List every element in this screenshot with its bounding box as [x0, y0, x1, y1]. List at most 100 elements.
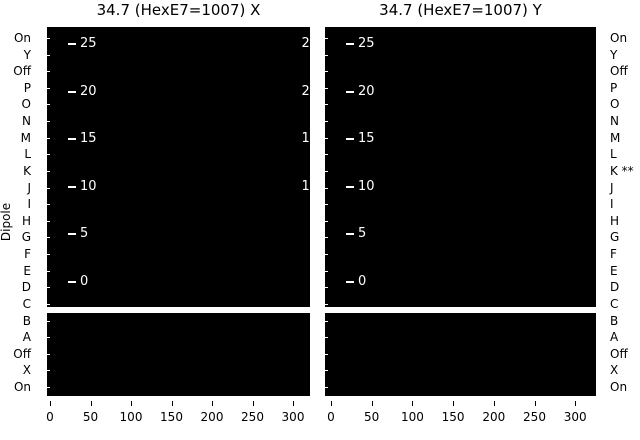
inner-tick-dash [68, 185, 76, 188]
row-edge-tick [47, 137, 50, 139]
row-edge-tick [325, 287, 328, 289]
x-axis-tick [534, 401, 536, 406]
row-edge-tick [325, 154, 328, 156]
x-axis-tick [412, 401, 414, 406]
x-axis-tick [493, 401, 495, 406]
inner-tick-dash [346, 233, 354, 236]
row-edge-tick [325, 303, 328, 305]
x-axis-tick-label: 250 [241, 410, 264, 424]
row-edge-tick [47, 337, 50, 339]
row-label-left: B [22, 313, 31, 328]
inner-tick-label: 5 [358, 226, 367, 242]
inner-tick-dash [346, 43, 354, 45]
row-edge-tick [47, 370, 50, 372]
row-label-right: A [610, 330, 619, 345]
x-axis-tick-label: 50 [364, 410, 380, 424]
row-edge-tick [47, 154, 50, 156]
row-label-left: O [21, 97, 31, 112]
row-label-left: E [23, 263, 31, 278]
row-edge-tick [325, 204, 328, 206]
row-label-left: A [22, 330, 31, 345]
inner-tick-label: 10 [80, 178, 97, 194]
row-edge-tick [325, 353, 328, 355]
x-axis-tick-label: 150 [160, 410, 183, 424]
x-axis-tick-label: 200 [200, 410, 224, 424]
x-axis-tick-label: 300 [563, 410, 587, 424]
panel-left-title: 34.7 (HexE7=1007) X [96, 1, 261, 19]
row-label-left: M [20, 130, 31, 145]
row-label-right: N [610, 114, 619, 129]
row-label-right: J [610, 180, 614, 195]
inner-tick-label: 20 [358, 83, 375, 99]
row-label-right: L [610, 147, 617, 162]
inner-tick-dash [346, 281, 354, 283]
row-edge-tick [325, 121, 328, 123]
x-axis-tick [331, 401, 332, 406]
x-axis-tick [293, 401, 294, 406]
x-axis-tick-label: 0 [46, 410, 54, 424]
x-axis-tick [212, 401, 213, 406]
inner-tick-label: 25 [80, 36, 97, 51]
row-edge-tick [325, 270, 328, 272]
inner-tick-dash [68, 233, 76, 236]
x-axis-tick [575, 401, 577, 406]
row-edge-tick [325, 38, 328, 39]
row-label-left: K [23, 163, 31, 178]
row-edge-tick [325, 370, 328, 372]
row-label-right: E [610, 263, 618, 278]
horizontal-split-band [47, 307, 596, 313]
row-label-right: X [610, 363, 619, 378]
x-axis-tick [90, 401, 92, 406]
inner-tick-dash [68, 43, 76, 45]
x-axis-tick-label: 150 [441, 410, 465, 424]
row-label-right: Y [610, 47, 618, 62]
row-edge-tick [325, 187, 328, 189]
row-label-left: H [21, 213, 31, 228]
row-edge-tick [47, 71, 50, 73]
row-label-right: O [610, 97, 620, 112]
panel-right-plot: 25 20 15 10 5 0 [325, 27, 596, 396]
row-label-left: P [23, 80, 31, 95]
row-edge-tick [47, 170, 50, 172]
inner-tick-label: 5 [80, 226, 89, 242]
row-label-right: F [610, 247, 617, 262]
row-label-left: On [13, 379, 31, 394]
inner-tick-label: 20 [80, 83, 97, 99]
row-edge-tick [47, 237, 50, 239]
x-axis-tick [171, 401, 173, 406]
row-label-right: On [610, 379, 628, 394]
row-label-left: L [24, 147, 31, 162]
row-label-right: C [610, 296, 619, 311]
x-axis-tick [131, 401, 132, 406]
inner-tick-label: 0 [358, 274, 367, 289]
inner-tick-dash [346, 90, 354, 93]
row-label-left: G [21, 230, 31, 245]
row-edge-tick [325, 54, 328, 56]
inner-tick-label-right-clipped: 10 [301, 178, 310, 194]
row-edge-tick [47, 104, 50, 106]
row-label-left: Y [23, 47, 31, 62]
row-label-right: On [610, 31, 628, 45]
row-label-right: Off [610, 64, 628, 79]
row-label-right: K ** [610, 163, 634, 178]
row-edge-tick [325, 104, 328, 106]
x-axis-tick-label: 200 [482, 410, 506, 424]
row-label-right: H [610, 213, 620, 228]
row-label-left: D [21, 280, 31, 295]
row-label-left: C [22, 296, 31, 311]
inner-tick-label: 25 [358, 36, 375, 51]
row-edge-tick [325, 386, 328, 388]
panel-left-plot: 25252020151510105500 [47, 27, 310, 396]
row-label-left: N [22, 114, 31, 129]
row-edge-tick [47, 320, 50, 322]
row-label-right: D [610, 280, 620, 295]
row-edge-tick [325, 87, 328, 89]
row-edge-tick [47, 220, 50, 222]
x-axis-tick-label: 0 [327, 410, 335, 424]
x-axis-tick-label: 300 [281, 410, 305, 424]
inner-tick-dash [346, 185, 354, 188]
row-label-left: I [27, 197, 31, 212]
x-axis-tick-label: 100 [400, 410, 424, 424]
inner-tick-dash [68, 90, 76, 93]
